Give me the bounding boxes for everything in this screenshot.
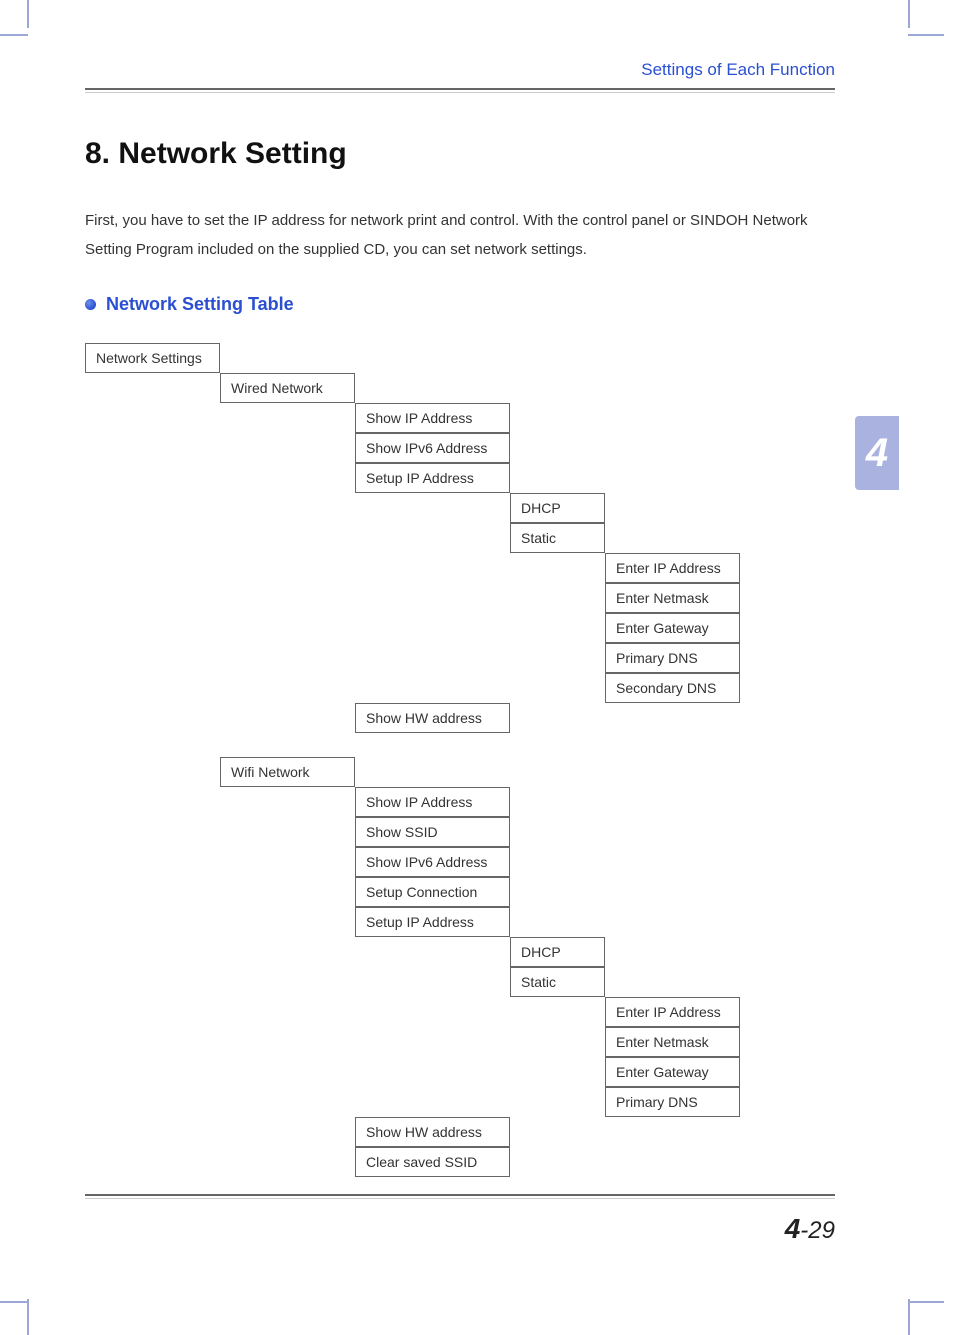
tree-node: Static (510, 523, 605, 553)
tree-node: Enter Gateway (605, 613, 740, 643)
tree-node: Enter Gateway (605, 1057, 740, 1087)
tree-node: Primary DNS (605, 1087, 740, 1117)
crop-mark (908, 34, 944, 36)
tree-node: Setup Connection (355, 877, 510, 907)
tree-node: Secondary DNS (605, 673, 740, 703)
crop-mark (0, 34, 28, 36)
menu-tree: Network Settings Wired Network Show IP A… (85, 343, 835, 1163)
crop-mark (908, 1299, 910, 1335)
page-number-chapter: 4 (785, 1213, 801, 1244)
page-number-page: 29 (808, 1217, 835, 1244)
crop-mark (908, 1301, 944, 1303)
tree-node: Setup IP Address (355, 907, 510, 937)
running-header: Settings of Each Function (85, 60, 835, 80)
crop-mark (27, 0, 29, 28)
subsection-label: Network Setting Table (106, 294, 294, 315)
tree-node-wifi: Wifi Network (220, 757, 355, 787)
chapter-tab: 4 (855, 416, 899, 490)
page-number: 4-29 (785, 1213, 835, 1245)
footer-rule (85, 1194, 835, 1199)
tree-node: Enter Netmask (605, 583, 740, 613)
tree-node: Static (510, 967, 605, 997)
tree-node: DHCP (510, 493, 605, 523)
section-heading: 8. Network Setting (85, 137, 835, 171)
tree-node: Show SSID (355, 817, 510, 847)
tree-node: DHCP (510, 937, 605, 967)
tree-node: Enter IP Address (605, 553, 740, 583)
page-content: Settings of Each Function 8. Network Set… (85, 60, 835, 1163)
tree-node: Show HW address (355, 703, 510, 733)
tree-node: Show IPv6 Address (355, 433, 510, 463)
tree-node: Setup IP Address (355, 463, 510, 493)
crop-mark (908, 0, 910, 28)
tree-node: Show HW address (355, 1117, 510, 1147)
tree-node-root: Network Settings (85, 343, 220, 373)
intro-paragraph: First, you have to set the IP address fo… (85, 207, 835, 264)
subsection-heading: Network Setting Table (85, 294, 835, 315)
tree-node: Show IP Address (355, 787, 510, 817)
bullet-icon (85, 299, 96, 310)
crop-mark (27, 1299, 29, 1335)
tree-node: Show IPv6 Address (355, 847, 510, 877)
tree-node: Clear saved SSID (355, 1147, 510, 1177)
tree-node: Enter IP Address (605, 997, 740, 1027)
tree-node: Enter Netmask (605, 1027, 740, 1057)
tree-node: Primary DNS (605, 643, 740, 673)
crop-mark (0, 1301, 28, 1303)
tree-node: Show IP Address (355, 403, 510, 433)
header-rule (85, 88, 835, 93)
tree-node-wired: Wired Network (220, 373, 355, 403)
